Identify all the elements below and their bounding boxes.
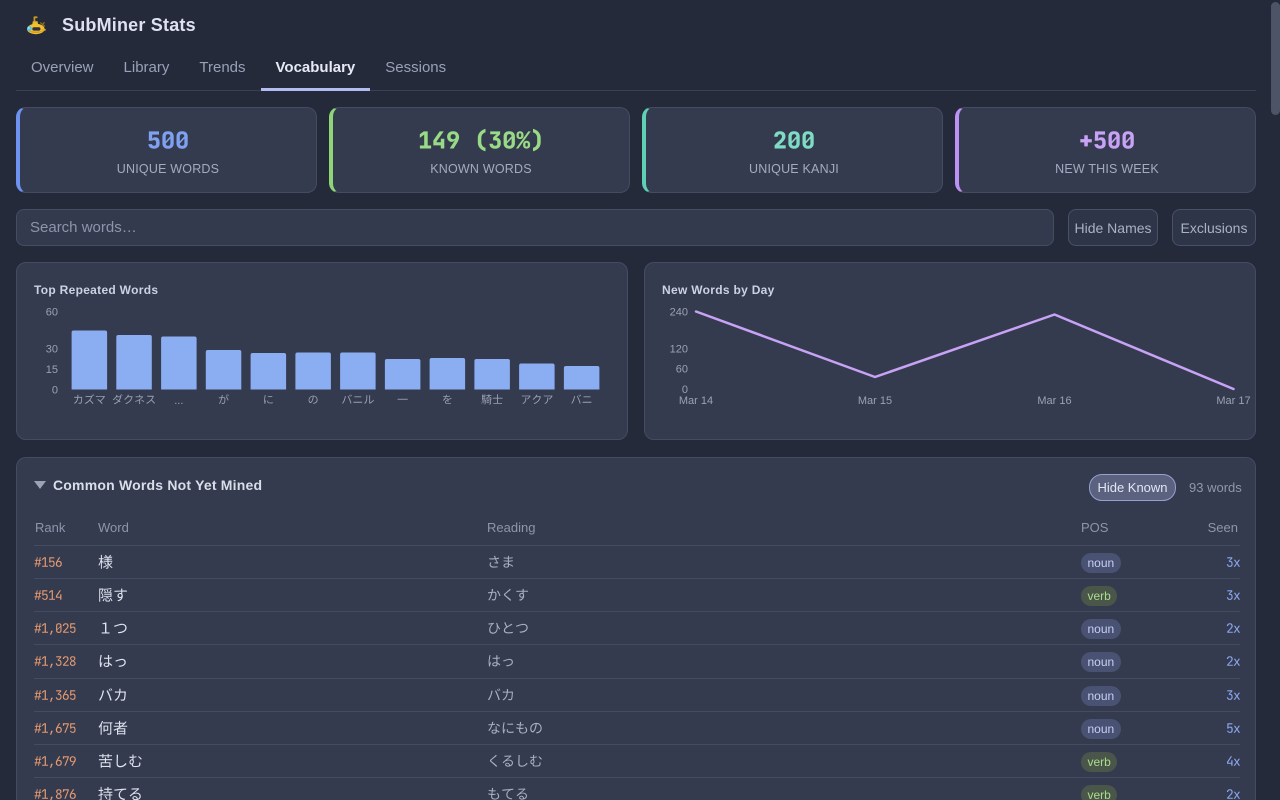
svg-text:0: 0 [682, 384, 688, 396]
svg-text:30: 30 [46, 343, 58, 355]
svg-text:Mar 16: Mar 16 [1037, 395, 1071, 407]
svg-text:0: 0 [52, 384, 58, 396]
svg-text:60: 60 [46, 306, 58, 318]
svg-text:15: 15 [46, 364, 58, 376]
svg-text:120: 120 [670, 343, 688, 355]
svg-text:60: 60 [676, 363, 688, 375]
svg-text:...: ... [174, 395, 183, 407]
svg-text:Mar 14: Mar 14 [679, 395, 713, 407]
svg-text:Mar 17: Mar 17 [1216, 395, 1250, 407]
svg-text:Mar 15: Mar 15 [858, 395, 892, 407]
svg-text:240: 240 [670, 306, 688, 318]
